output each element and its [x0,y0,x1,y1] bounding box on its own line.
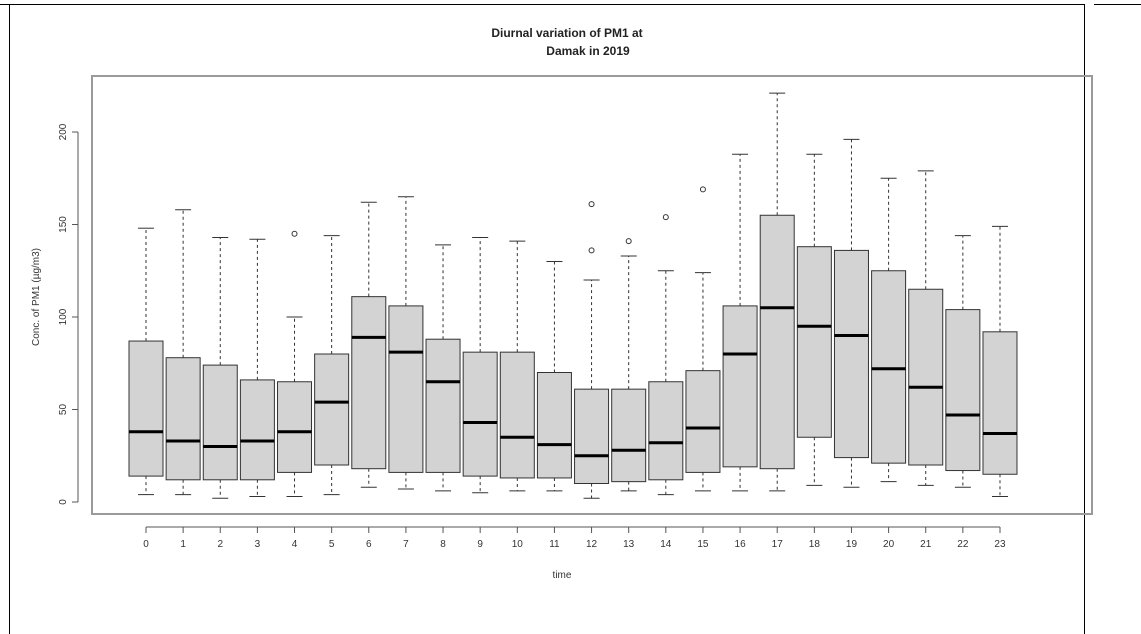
box-iqr [945,309,981,472]
box-iqr [722,305,758,468]
chart-title: Diurnal variation of PM1 at [491,26,642,40]
frame-left-line [9,4,10,634]
box-iqr [128,340,164,477]
box-21 [908,170,944,486]
box-5 [314,235,350,496]
box-1 [165,209,201,496]
box-4 [277,230,313,497]
x-tick-label: 4 [292,539,298,550]
y-tick-label: 200 [58,123,69,140]
x-tick-label: 12 [586,539,598,550]
x-tick-label: 1 [180,539,186,550]
x-tick-label: 7 [403,539,409,550]
box-3 [239,238,275,497]
x-axis: 0 1 2 3 4 5 6 7 8 9 10 11 12 13 14 15 16 17 18 19 20 21 22 23 [143,526,1006,550]
box-iqr [982,331,1018,475]
box-19 [833,138,869,488]
box-0 [128,227,164,496]
box-iqr [611,388,647,483]
box-2 [202,236,238,499]
box-6 [351,201,387,488]
box-9 [462,236,498,494]
box-iqr [239,379,275,481]
x-tick-label: 15 [697,539,709,550]
x-tick-label: 23 [994,539,1006,550]
box-17 [759,92,795,492]
x-axis-label: time [553,570,572,581]
box-iqr [165,357,201,481]
y-tick-label: 100 [58,308,69,325]
box-iqr [351,296,387,470]
y-axis-label: Conc. of PM1 (µg/m3) [31,248,42,346]
chart-subtitle: Damak in 2019 [546,44,630,58]
box-iqr [202,364,238,481]
box-12 [574,201,610,499]
x-tick-label: 3 [255,539,261,550]
box-iqr [536,372,572,479]
box-iqr [759,214,795,470]
box-iqr [796,246,832,438]
x-tick-label: 2 [217,539,223,550]
box-iqr [871,270,907,464]
box-23 [982,225,1018,497]
x-tick-label: 0 [143,539,149,550]
y-axis: 0 50 100 150 200 [58,123,79,505]
outlier-point [662,214,669,221]
box-iqr [685,370,721,473]
x-tick-label: 17 [772,539,784,550]
box-22 [945,235,981,488]
box-20 [871,177,907,483]
x-tick-label: 18 [809,539,821,550]
box-11 [536,261,572,492]
x-tick-label: 14 [660,539,672,550]
box-iqr [499,351,535,479]
y-tick-label: 150 [58,216,69,233]
y-tick-label: 0 [58,499,69,505]
frame-right-line [1084,4,1085,634]
box-iqr [462,351,498,477]
frame-top-right-line [1094,4,1141,5]
box-iqr [574,388,610,484]
x-tick-label: 21 [920,539,932,550]
outlier-point [625,238,632,245]
outlier-point [291,230,298,237]
x-tick-label: 16 [735,539,747,550]
x-tick-label: 19 [846,539,858,550]
y-tick-label: 50 [58,404,69,416]
box-15 [685,186,721,492]
frame-top-line [0,4,1085,5]
box-iqr [908,288,944,466]
x-tick-label: 11 [549,539,560,550]
outlier-point [588,201,595,208]
x-tick-label: 10 [512,539,524,550]
box-series [128,92,1018,499]
box-iqr [425,338,461,473]
box-18 [796,153,832,486]
box-7 [388,196,424,490]
box-iqr [388,305,424,473]
box-iqr [648,381,684,481]
x-tick-label: 6 [366,539,372,550]
x-tick-label: 9 [477,539,483,550]
outlier-point [588,247,595,254]
box-iqr [277,381,313,473]
box-13 [611,238,647,492]
box-iqr [833,249,869,459]
x-tick-label: 8 [440,539,446,550]
x-tick-label: 22 [957,539,969,550]
box-8 [425,244,461,492]
box-10 [499,240,535,492]
outlier-point [699,186,706,193]
x-tick-label: 20 [883,539,895,550]
box-14 [648,214,684,496]
x-tick-label: 13 [623,539,635,550]
x-tick-label: 5 [329,539,335,550]
box-16 [722,153,758,492]
box-iqr [314,353,350,466]
plot-frame [91,75,1093,515]
